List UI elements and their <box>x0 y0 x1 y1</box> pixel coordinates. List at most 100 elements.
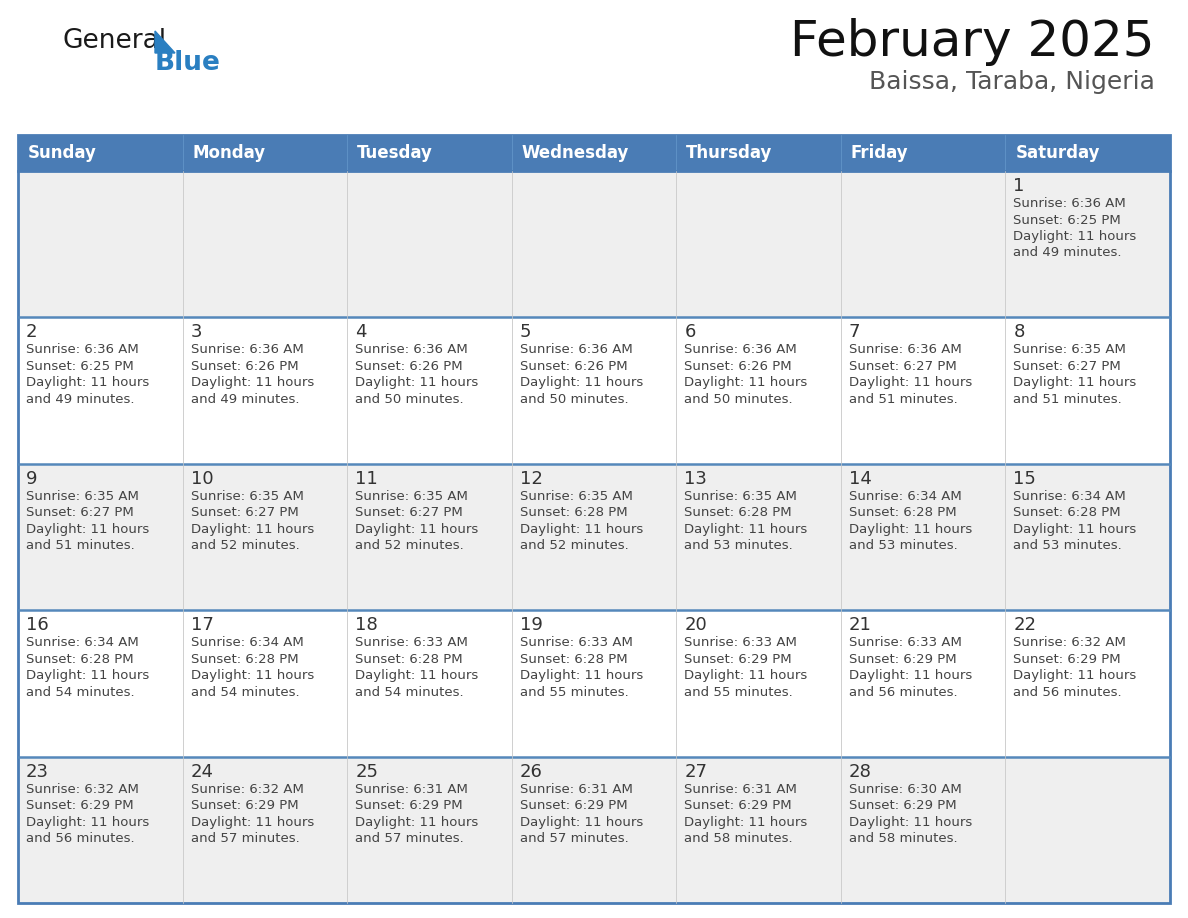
Text: Daylight: 11 hours: Daylight: 11 hours <box>519 376 643 389</box>
Text: Saturday: Saturday <box>1016 144 1100 162</box>
Bar <box>841 756 1005 903</box>
Text: Sunset: 6:27 PM: Sunset: 6:27 PM <box>1013 360 1121 373</box>
Text: Daylight: 11 hours: Daylight: 11 hours <box>26 522 150 536</box>
Text: Daylight: 11 hours: Daylight: 11 hours <box>355 376 479 389</box>
Text: Daylight: 11 hours: Daylight: 11 hours <box>1013 376 1137 389</box>
Text: Daylight: 11 hours: Daylight: 11 hours <box>1013 669 1137 682</box>
Text: and 49 minutes.: and 49 minutes. <box>26 393 134 406</box>
Text: and 53 minutes.: and 53 minutes. <box>1013 539 1123 553</box>
Bar <box>1005 610 1170 756</box>
Bar <box>1005 756 1170 903</box>
Text: Daylight: 11 hours: Daylight: 11 hours <box>355 669 479 682</box>
Text: Daylight: 11 hours: Daylight: 11 hours <box>26 815 150 829</box>
Text: and 58 minutes.: and 58 minutes. <box>849 832 958 845</box>
Text: and 54 minutes.: and 54 minutes. <box>26 686 134 699</box>
Text: and 49 minutes.: and 49 minutes. <box>1013 247 1121 260</box>
Bar <box>18 135 183 171</box>
Bar <box>841 171 1005 318</box>
Text: 10: 10 <box>190 470 213 487</box>
Text: Blue: Blue <box>154 50 221 76</box>
Text: and 57 minutes.: and 57 minutes. <box>190 832 299 845</box>
Text: Sunset: 6:29 PM: Sunset: 6:29 PM <box>849 799 956 812</box>
Bar <box>183 318 347 464</box>
Text: Sunday: Sunday <box>29 144 97 162</box>
Text: 8: 8 <box>1013 323 1025 341</box>
Text: Daylight: 11 hours: Daylight: 11 hours <box>355 522 479 536</box>
Text: and 56 minutes.: and 56 minutes. <box>849 686 958 699</box>
Bar <box>512 610 676 756</box>
Text: Sunrise: 6:34 AM: Sunrise: 6:34 AM <box>26 636 139 649</box>
Text: 12: 12 <box>519 470 543 487</box>
Text: Sunset: 6:28 PM: Sunset: 6:28 PM <box>519 653 627 666</box>
Text: Daylight: 11 hours: Daylight: 11 hours <box>519 815 643 829</box>
Bar <box>676 171 841 318</box>
Bar <box>347 318 512 464</box>
Bar <box>841 135 1005 171</box>
Text: Daylight: 11 hours: Daylight: 11 hours <box>684 522 808 536</box>
Bar <box>676 318 841 464</box>
Bar <box>1005 171 1170 318</box>
Text: Daylight: 11 hours: Daylight: 11 hours <box>519 669 643 682</box>
Bar <box>347 610 512 756</box>
Text: and 50 minutes.: and 50 minutes. <box>684 393 792 406</box>
Text: and 53 minutes.: and 53 minutes. <box>684 539 794 553</box>
Text: and 49 minutes.: and 49 minutes. <box>190 393 299 406</box>
Text: Sunset: 6:29 PM: Sunset: 6:29 PM <box>1013 653 1121 666</box>
Text: 25: 25 <box>355 763 378 780</box>
Text: Sunset: 6:28 PM: Sunset: 6:28 PM <box>355 653 463 666</box>
Text: Daylight: 11 hours: Daylight: 11 hours <box>519 522 643 536</box>
Bar <box>512 171 676 318</box>
Text: Sunset: 6:29 PM: Sunset: 6:29 PM <box>849 653 956 666</box>
Text: 5: 5 <box>519 323 531 341</box>
Text: and 51 minutes.: and 51 minutes. <box>26 539 134 553</box>
Text: 14: 14 <box>849 470 872 487</box>
Text: and 55 minutes.: and 55 minutes. <box>684 686 794 699</box>
Text: 16: 16 <box>26 616 49 634</box>
Bar <box>347 464 512 610</box>
Text: 24: 24 <box>190 763 214 780</box>
Text: 7: 7 <box>849 323 860 341</box>
Text: Daylight: 11 hours: Daylight: 11 hours <box>190 815 314 829</box>
Bar <box>183 171 347 318</box>
Text: 4: 4 <box>355 323 367 341</box>
Bar <box>1005 318 1170 464</box>
Text: Wednesday: Wednesday <box>522 144 630 162</box>
Text: Sunrise: 6:32 AM: Sunrise: 6:32 AM <box>1013 636 1126 649</box>
Text: Daylight: 11 hours: Daylight: 11 hours <box>1013 522 1137 536</box>
Text: Sunrise: 6:35 AM: Sunrise: 6:35 AM <box>26 490 139 503</box>
Text: 22: 22 <box>1013 616 1036 634</box>
Text: 1: 1 <box>1013 177 1025 195</box>
Text: Sunset: 6:29 PM: Sunset: 6:29 PM <box>190 799 298 812</box>
Bar <box>18 135 1170 903</box>
Bar <box>676 610 841 756</box>
Text: Sunrise: 6:33 AM: Sunrise: 6:33 AM <box>684 636 797 649</box>
Text: and 50 minutes.: and 50 minutes. <box>355 393 463 406</box>
Bar <box>841 610 1005 756</box>
Text: Sunrise: 6:36 AM: Sunrise: 6:36 AM <box>519 343 632 356</box>
Bar <box>676 464 841 610</box>
Text: 13: 13 <box>684 470 707 487</box>
Text: 27: 27 <box>684 763 707 780</box>
Text: Sunset: 6:25 PM: Sunset: 6:25 PM <box>1013 214 1121 227</box>
Text: Daylight: 11 hours: Daylight: 11 hours <box>355 815 479 829</box>
Text: Daylight: 11 hours: Daylight: 11 hours <box>849 815 972 829</box>
Bar <box>1005 135 1170 171</box>
Text: and 52 minutes.: and 52 minutes. <box>190 539 299 553</box>
Text: Sunrise: 6:31 AM: Sunrise: 6:31 AM <box>519 783 632 796</box>
Text: Sunset: 6:26 PM: Sunset: 6:26 PM <box>684 360 792 373</box>
Text: Daylight: 11 hours: Daylight: 11 hours <box>684 669 808 682</box>
Text: Daylight: 11 hours: Daylight: 11 hours <box>26 376 150 389</box>
Text: Sunrise: 6:36 AM: Sunrise: 6:36 AM <box>355 343 468 356</box>
Text: Sunrise: 6:30 AM: Sunrise: 6:30 AM <box>849 783 961 796</box>
Bar <box>512 756 676 903</box>
Text: 9: 9 <box>26 470 38 487</box>
Text: 20: 20 <box>684 616 707 634</box>
Text: 18: 18 <box>355 616 378 634</box>
Text: and 54 minutes.: and 54 minutes. <box>355 686 463 699</box>
Text: and 56 minutes.: and 56 minutes. <box>26 832 134 845</box>
Text: Sunrise: 6:35 AM: Sunrise: 6:35 AM <box>519 490 632 503</box>
Text: 23: 23 <box>26 763 49 780</box>
Bar <box>18 756 183 903</box>
Text: Sunrise: 6:35 AM: Sunrise: 6:35 AM <box>355 490 468 503</box>
Text: Sunrise: 6:33 AM: Sunrise: 6:33 AM <box>849 636 962 649</box>
